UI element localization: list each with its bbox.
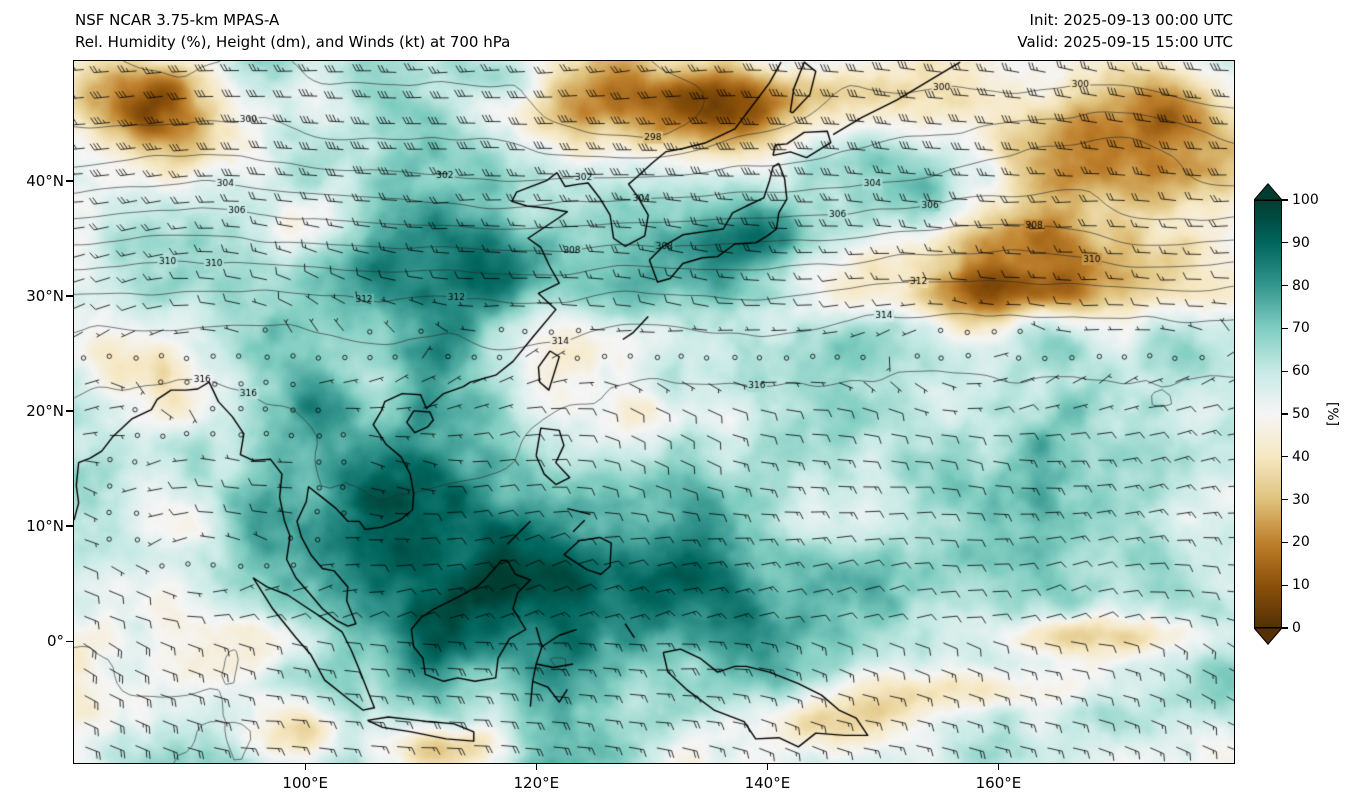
y-tick-mark	[66, 525, 73, 527]
colorbar-tick-label: 10	[1292, 577, 1310, 594]
colorbar-extend-bottom	[1254, 628, 1282, 645]
y-tick-mark	[66, 410, 73, 412]
colorbar-tick-label: 100	[1292, 192, 1319, 208]
x-tick-label: 160°E	[975, 774, 1022, 792]
x-tick-label: 120°E	[513, 774, 560, 792]
colorbar-tick-mark	[1282, 456, 1288, 458]
colorbar-tick-label: 50	[1292, 406, 1310, 422]
colorbar-extend-top	[1254, 183, 1282, 200]
y-tick-mark	[66, 180, 73, 182]
colorbar-tick-label: 90	[1292, 234, 1310, 251]
colorbar-tick-mark	[1282, 627, 1288, 629]
y-tick-mark	[66, 295, 73, 297]
map-panel	[73, 60, 1235, 764]
y-tick-label: 30°N	[26, 286, 64, 305]
y-tick-label: 10°N	[26, 517, 64, 536]
colorbar-tick-label: 80	[1292, 277, 1310, 294]
y-tick-label: 20°N	[26, 402, 64, 420]
colorbar-tick-mark	[1282, 327, 1288, 330]
colorbar-label: [%]	[1324, 401, 1340, 427]
valid-time: Valid: 2025-09-15 15:00 UTC	[1017, 33, 1233, 51]
x-tick-label: 100°E	[282, 774, 329, 792]
init-time: Init: 2025-09-13 00:00 UTC	[1029, 11, 1233, 29]
colorbar-tick-mark	[1282, 242, 1288, 244]
colorbar-tick-mark	[1282, 413, 1288, 415]
x-tick-mark	[304, 763, 306, 770]
y-tick-label: 40°N	[26, 171, 64, 190]
y-tick-mark	[66, 640, 73, 642]
colorbar-tick-mark	[1282, 199, 1288, 201]
map-canvas	[74, 61, 1234, 763]
x-tick-mark	[766, 763, 769, 770]
colorbar-tick-mark	[1282, 584, 1288, 586]
colorbar-tick-mark	[1282, 370, 1288, 372]
colorbar-tick-mark	[1282, 499, 1288, 501]
colorbar-tick-label: 20	[1292, 534, 1310, 551]
colorbar-tick-label: 0	[1292, 620, 1301, 636]
x-tick-mark	[997, 763, 1000, 770]
colorbar-tick-mark	[1282, 541, 1288, 544]
colorbar-tick-label: 70	[1292, 320, 1310, 337]
plot-subtitle: Rel. Humidity (%), Height (dm), and Wind…	[75, 33, 511, 51]
x-tick-label: 140°E	[744, 774, 791, 792]
colorbar-tick-label: 30	[1292, 491, 1310, 508]
plot-title: NSF NCAR 3.75-km MPAS-A	[75, 11, 280, 29]
colorbar-tick-label: 60	[1292, 363, 1310, 380]
colorbar-tick-mark	[1282, 285, 1288, 287]
y-tick-label: 0°	[46, 632, 64, 651]
colorbar-gradient	[1254, 200, 1282, 628]
colorbar-tick-label: 40	[1292, 448, 1310, 465]
x-tick-mark	[535, 763, 537, 770]
